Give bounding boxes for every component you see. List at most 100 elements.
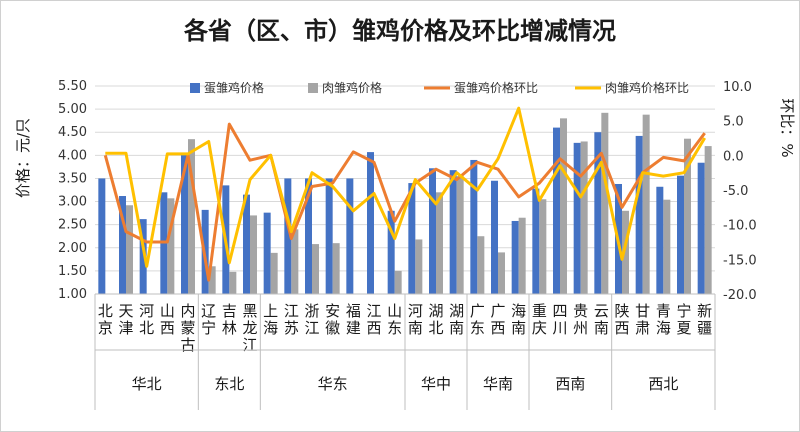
right-tick-label: -10.0 <box>723 219 757 234</box>
region-label: 华南 <box>483 375 513 393</box>
bar <box>291 229 299 294</box>
bar <box>181 153 188 294</box>
category-label: 福建 <box>346 302 361 337</box>
bar <box>697 162 705 294</box>
bar <box>553 127 560 294</box>
left-tick-label: 2.50 <box>58 218 87 233</box>
region-label: 华中 <box>421 375 451 393</box>
bar <box>305 178 312 294</box>
left-tick-label: 1.00 <box>58 287 87 302</box>
right-tick-label: -5.0 <box>723 184 748 199</box>
category-label: 河南 <box>408 302 423 337</box>
bar <box>663 199 671 294</box>
right-tick-label: -20.0 <box>723 288 757 303</box>
category-label: 江西 <box>366 302 381 337</box>
legend-label: 肉雏鸡价格环比 <box>605 80 689 95</box>
bar <box>284 178 292 294</box>
category-label: 天津 <box>118 302 133 337</box>
category-label: 内蒙古 <box>180 302 195 354</box>
category-label: 湖南 <box>449 302 464 337</box>
category-label: 上海 <box>263 302 278 337</box>
bar <box>642 114 650 294</box>
legend-label: 肉雏鸡价格 <box>322 80 382 95</box>
bar <box>539 199 547 294</box>
category-label: 新疆 <box>697 302 712 337</box>
left-tick-label: 5.50 <box>58 79 87 94</box>
bar <box>532 188 540 294</box>
bar <box>573 142 581 294</box>
bar <box>677 175 684 294</box>
bar <box>449 170 457 294</box>
bar <box>498 252 505 294</box>
bar <box>470 159 478 294</box>
bar <box>270 252 278 294</box>
bar <box>394 270 402 294</box>
category-label: 山东 <box>387 302 402 337</box>
series-line <box>105 106 706 268</box>
left-tick-label: 4.50 <box>58 125 87 140</box>
category-label: 四川 <box>552 302 567 337</box>
bar <box>518 217 526 294</box>
legend-label: 蛋雏鸡价格环比 <box>454 80 538 95</box>
legend-swatch <box>308 83 318 93</box>
category-label: 广西 <box>490 302 505 337</box>
category-label: 海南 <box>511 302 526 337</box>
category-label: 青海 <box>656 302 671 337</box>
region-label: 西北 <box>648 375 678 393</box>
left-tick-label: 1.50 <box>58 264 87 279</box>
bar <box>560 118 567 294</box>
category-label: 安徽 <box>325 302 340 337</box>
bar <box>580 141 588 294</box>
bar <box>387 210 395 294</box>
category-label: 辽宁 <box>201 302 216 337</box>
bar <box>408 183 416 294</box>
bar <box>456 176 464 294</box>
bar <box>601 112 609 294</box>
bar <box>635 135 643 294</box>
region-label: 华东 <box>318 375 348 393</box>
bar <box>139 219 147 294</box>
chart-title: 各省（区、市）雏鸡价格及环比增减情况 <box>183 17 616 45</box>
bar <box>622 210 629 294</box>
bar <box>229 271 237 294</box>
bar <box>208 266 216 294</box>
bar <box>367 152 374 294</box>
category-label: 贵州 <box>573 302 588 337</box>
left-tick-label: 2.00 <box>58 241 87 256</box>
category-label: 重庆 <box>532 302 547 337</box>
legend: 蛋雏鸡价格 肉雏鸡价格 蛋雏鸡价格环比 肉雏鸡价格环比 <box>190 80 689 95</box>
left-axis-label: 价格：元/只 <box>14 118 32 198</box>
bar <box>491 180 498 294</box>
category-label: 广东 <box>470 302 485 337</box>
bar <box>511 220 519 294</box>
bar <box>415 239 423 294</box>
left-tick-label: 3.50 <box>58 171 87 186</box>
category-label: 北京 <box>98 302 113 337</box>
category-label: 山西 <box>160 302 175 337</box>
category-label: 宁夏 <box>676 302 691 337</box>
category-label: 湖北 <box>428 302 443 337</box>
region-label: 东北 <box>214 375 244 393</box>
bar <box>684 138 691 294</box>
right-axis-label: 环比：% <box>778 98 796 157</box>
right-tick-label: 5.0 <box>723 115 744 130</box>
category-label: 黑龙江 <box>242 302 257 354</box>
category-label: 云南 <box>594 302 609 337</box>
bar <box>429 168 436 294</box>
bar <box>263 212 271 294</box>
region-label: 西南 <box>555 375 585 393</box>
category-label: 江苏 <box>284 302 299 337</box>
right-tick-label: 0.0 <box>723 149 744 164</box>
bar <box>188 139 195 294</box>
lines <box>103 106 706 282</box>
category-label: 甘肃 <box>635 302 650 337</box>
right-tick-label: 10.0 <box>723 80 752 95</box>
left-tick-label: 4.00 <box>58 148 87 163</box>
right-tick-label: -15.0 <box>723 253 757 268</box>
bar <box>126 205 133 294</box>
bar <box>243 194 250 294</box>
left-tick-label: 5.00 <box>58 102 87 117</box>
category-label: 浙江 <box>304 302 319 337</box>
